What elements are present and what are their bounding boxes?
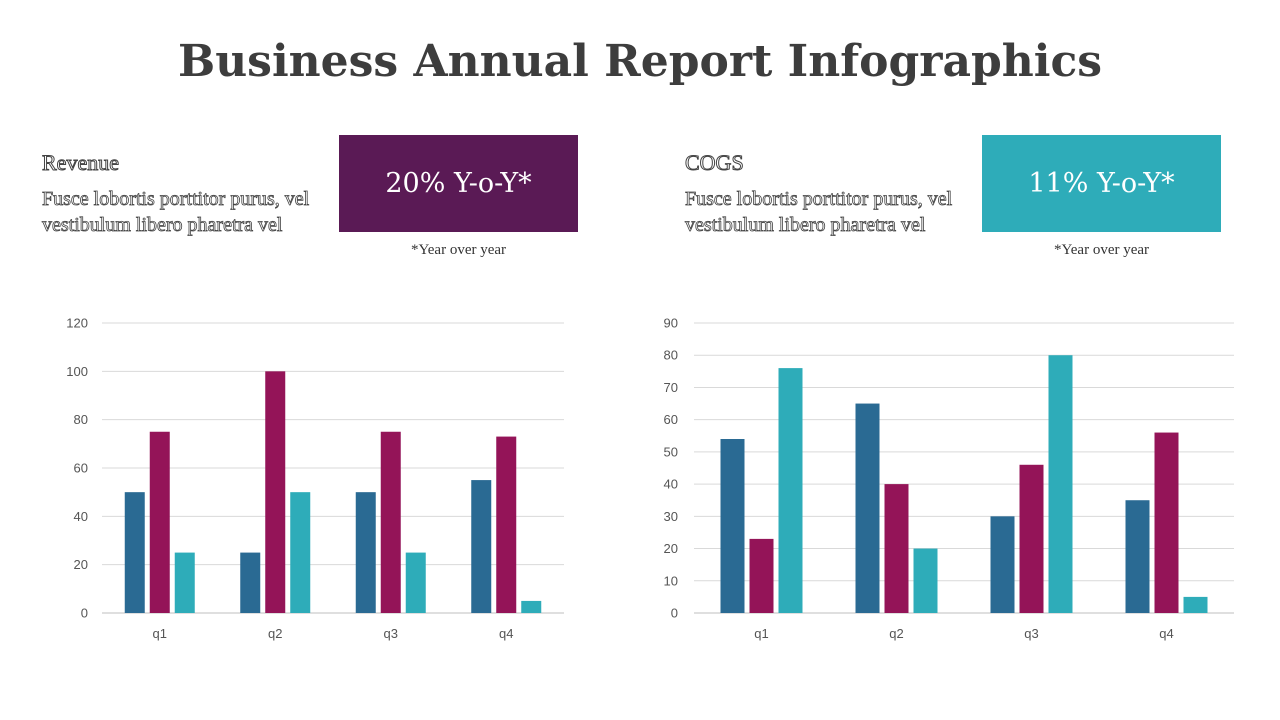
revenue-bar-q1-series-2: [149, 431, 170, 613]
revenue-y-tick-label: 0: [81, 606, 88, 621]
revenue-bar-q2-series-2: [265, 371, 286, 613]
cogs-bar-q2-series-2: [884, 484, 909, 613]
cogs-y-tick-label: 50: [664, 444, 678, 459]
cogs-bar-q2-series-1: [855, 403, 880, 613]
revenue-y-tick-label: 100: [66, 364, 88, 379]
revenue-bar-q1-series-3: [174, 552, 195, 613]
cogs-footnote: *Year over year: [1053, 242, 1150, 258]
cogs-bar-q3-series-2: [1019, 464, 1044, 613]
page-title: Business Annual Report Infographics: [178, 36, 1102, 87]
cogs-y-tick-label: 30: [664, 509, 678, 524]
revenue-bar-q3-series-2: [380, 431, 401, 613]
cogs-bar-q2-series-3: [913, 548, 938, 613]
revenue-footnote: *Year over year: [410, 242, 507, 258]
revenue-bar-q2-series-3: [290, 492, 311, 613]
revenue-y-tick-label: 60: [74, 461, 88, 476]
revenue-bar-q4-series-3: [521, 600, 542, 613]
revenue-x-tick-label: q3: [384, 626, 398, 641]
cogs-y-tick-label: 40: [664, 477, 678, 492]
cogs-bar-q4-series-2: [1154, 432, 1179, 613]
revenue-description: Fusce lobortis porttitor purus, vel vest…: [42, 188, 310, 237]
revenue-bar-q4-series-1: [471, 480, 492, 613]
revenue-bar-q4-series-2: [496, 436, 517, 613]
cogs-y-tick-label: 70: [664, 380, 678, 395]
revenue-bar-q2-series-1: [240, 552, 261, 613]
revenue-y-tick-label: 20: [74, 557, 88, 572]
cogs-x-tick-label: q4: [1159, 626, 1173, 641]
cogs-y-tick-label: 90: [664, 316, 678, 331]
revenue-bar-q3-series-3: [405, 552, 426, 613]
revenue-y-tick-label: 40: [74, 509, 88, 524]
revenue-x-tick-label: q2: [268, 626, 282, 641]
revenue-y-tick-label: 80: [74, 412, 88, 427]
cogs-bar-q1-series-3: [778, 368, 803, 613]
revenue-y-tick-label: 120: [66, 316, 88, 331]
cogs-y-tick-label: 0: [671, 606, 678, 621]
cogs-x-tick-label: q2: [889, 626, 903, 641]
cogs-yoy-stat: 11% Y-o-Y*: [1028, 168, 1175, 199]
cogs-y-tick-label: 20: [664, 541, 678, 556]
cogs-y-tick-label: 60: [664, 412, 678, 427]
cogs-x-tick-label: q3: [1024, 626, 1038, 641]
cogs-description: Fusce lobortis porttitor purus, vel vest…: [685, 188, 953, 237]
revenue-yoy-stat: 20% Y-o-Y*: [385, 168, 532, 199]
cogs-bar-q1-series-2: [749, 538, 774, 613]
revenue-label: Revenue: [42, 150, 120, 176]
revenue-x-tick-label: q4: [499, 626, 513, 641]
cogs-bar-q4-series-1: [1125, 500, 1150, 613]
cogs-label: COGS: [685, 150, 745, 176]
cogs-yoy-stat-box: 11% Y-o-Y*: [982, 135, 1221, 232]
revenue-yoy-stat-box: 20% Y-o-Y*: [339, 135, 578, 232]
cogs-bar-q3-series-3: [1048, 355, 1073, 613]
revenue-bar-q1-series-1: [124, 492, 145, 613]
cogs-y-tick-label: 80: [664, 348, 678, 363]
cogs-bar-q3-series-1: [990, 516, 1015, 613]
cogs-y-tick-label: 10: [664, 573, 678, 588]
revenue-bar-q3-series-1: [355, 492, 376, 613]
cogs-bar-q4-series-3: [1183, 596, 1208, 613]
revenue-x-tick-label: q1: [153, 626, 167, 641]
cogs-x-tick-label: q1: [754, 626, 768, 641]
cogs-bar-q1-series-1: [720, 439, 745, 613]
